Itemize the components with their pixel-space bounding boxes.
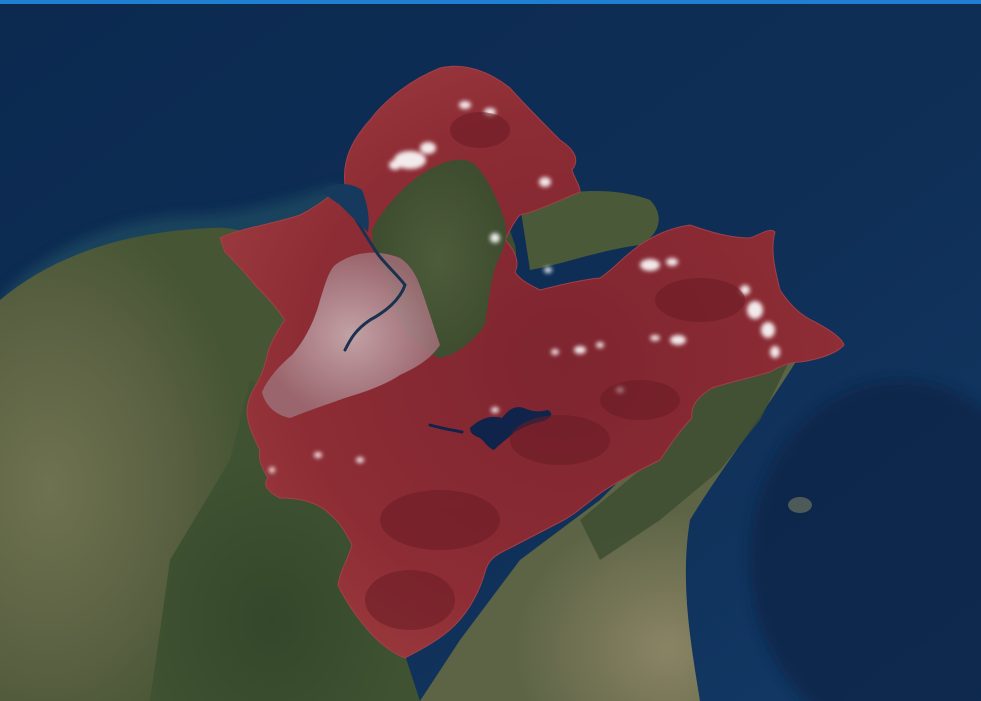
offshore-island bbox=[788, 497, 812, 513]
land-middle bbox=[150, 380, 420, 701]
highlighted-region[interactable] bbox=[219, 65, 845, 659]
bay-inlet bbox=[322, 184, 369, 232]
ocean-deep-shade bbox=[750, 380, 981, 701]
cloud-cluster bbox=[269, 101, 780, 473]
land-northeast bbox=[520, 190, 659, 270]
reservoir-arm bbox=[428, 423, 464, 434]
land-east-ridge bbox=[580, 360, 790, 560]
coastal-shallows bbox=[0, 185, 340, 330]
urban-area bbox=[262, 252, 440, 418]
window-top-accent-bar bbox=[0, 0, 981, 4]
terrain-texture bbox=[365, 112, 745, 630]
river bbox=[343, 208, 407, 352]
reservoir bbox=[470, 407, 552, 450]
